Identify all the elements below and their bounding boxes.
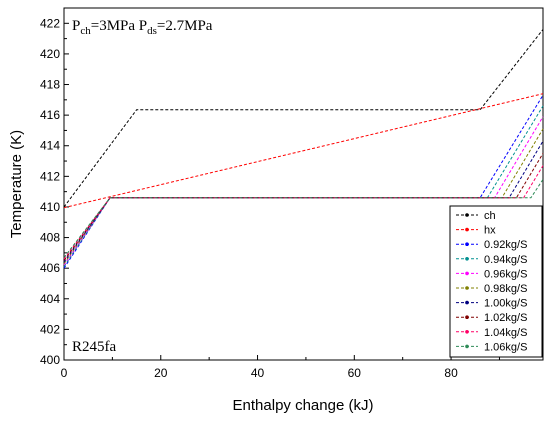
y-tick-label: 400 [40,353,60,367]
x-tick-label: 40 [251,366,265,380]
y-tick-label: 416 [40,108,60,122]
legend-marker [465,213,469,217]
x-tick-label: 80 [444,366,458,380]
y-tick-label: 402 [40,322,60,336]
annotation-refrigerant: R245fa [72,339,117,355]
legend-marker [465,242,469,246]
y-tick-label: 406 [40,261,60,275]
series-line-1-06kg-s [63,179,544,258]
legend-marker [465,286,469,290]
legend-marker [465,315,469,320]
legend-marker [465,300,469,305]
y-tick-label: 408 [40,231,60,245]
series-line-1-02kg-s [63,153,544,261]
series-line-ch [63,29,544,208]
y-tick-label: 410 [40,200,60,214]
legend: ch hx 0.92kg/S 0.94kg/S 0.96kg/S 0.98kg/S 1.00… [449,205,543,358]
plot-frame [63,7,544,361]
legend-marker [465,344,469,349]
legend-label: ch [484,210,496,222]
y-tick-label: 414 [40,139,60,153]
series-line-1-00kg-s [63,140,544,263]
y-tick-label: 418 [40,78,60,92]
legend-label: 1.06kg/S [484,341,527,353]
x-axis-title: Enthalpy change (kJ) [233,397,374,414]
x-tick-label: 60 [348,366,362,380]
series-line-0-96kg-s [63,116,544,266]
legend-label: 1.02kg/S [484,312,527,324]
x-tick-label: 0 [61,366,68,380]
legend-label: 0.94kg/S [484,254,527,266]
series-line-hx [63,93,544,209]
y-tick-label: 422 [40,16,60,30]
legend-marker [465,330,469,334]
y-axis-title: Temperature (K) [8,130,25,238]
legend-marker [465,271,469,276]
legend-label: 0.98kg/S [484,283,527,295]
legend-marker [465,227,469,232]
legend-marker [465,257,469,261]
legend-label: 1.00kg/S [484,298,527,310]
legend-label: 1.04kg/S [484,327,527,339]
x-tick-label: 20 [154,366,168,380]
legend-label: hx [484,225,496,237]
legend-label: 0.92kg/S [484,239,527,251]
legend-label: 0.96kg/S [484,268,527,280]
y-tick-label: 420 [40,47,60,61]
annotation-pressure: Pch=3MPa Pds=2.7MPa [72,18,213,37]
y-tick-label: 412 [40,169,60,183]
y-tick-label: 404 [40,292,60,306]
